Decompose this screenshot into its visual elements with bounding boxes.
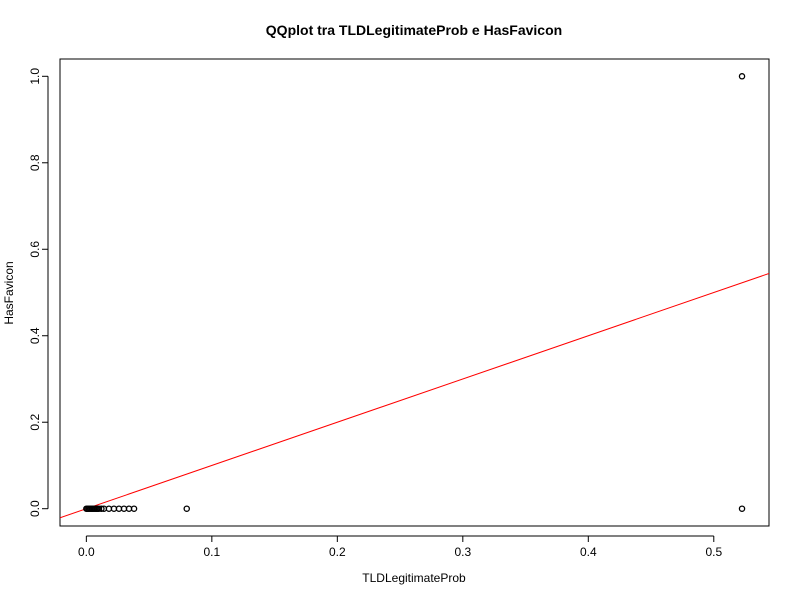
data-point: [183, 505, 190, 512]
y-tick-label: 1.0: [28, 68, 42, 85]
y-tick-label: 0.4: [28, 327, 42, 344]
y-tick-label: 0.0: [28, 500, 42, 517]
chart-title: QQplot tra TLDLegitimateProb e HasFavico…: [266, 22, 562, 38]
reference-line: [60, 273, 769, 519]
y-tick-label: 0.6: [28, 241, 42, 258]
data-point: [130, 505, 138, 512]
x-tick-label: 0.3: [454, 545, 471, 559]
data-point: [98, 505, 105, 512]
plot-frame: [59, 58, 770, 527]
x-tick-label: 0.2: [329, 545, 346, 559]
x-tick-label: 0.4: [580, 545, 597, 559]
x-tick-label: 0.1: [203, 545, 220, 559]
x-tick-label: 0.0: [78, 545, 95, 559]
x-tick-label: 0.5: [705, 545, 722, 559]
y-axis-label: HasFavicon: [2, 261, 16, 324]
y-tick-label: 0.8: [28, 154, 42, 171]
data-point: [738, 505, 746, 512]
data-point: [738, 73, 746, 80]
y-axis: 0.0 0.2 0.4 0.6 0.8 1.0: [28, 68, 49, 517]
y-tick-label: 0.2: [28, 414, 42, 431]
plot-area: [60, 73, 769, 519]
x-axis-label: TLDLegitimateProb: [362, 571, 466, 585]
x-axis: 0.0 0.1 0.2 0.3 0.4 0.5: [78, 535, 722, 559]
